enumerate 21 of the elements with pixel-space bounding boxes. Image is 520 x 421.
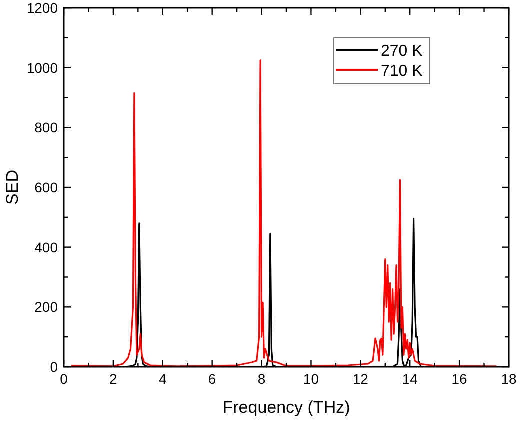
x-tick-label: 6 bbox=[208, 371, 216, 387]
y-tick-label: 800 bbox=[34, 120, 58, 136]
x-tick-label: 16 bbox=[452, 371, 468, 387]
x-tick-label: 10 bbox=[303, 371, 320, 387]
x-tick-label: 18 bbox=[501, 371, 517, 387]
x-tick-label: 2 bbox=[110, 371, 118, 387]
y-tick-label: 400 bbox=[34, 239, 58, 256]
x-tick-label: 8 bbox=[258, 371, 266, 387]
legend-label: 710 K bbox=[381, 63, 424, 80]
x-tick-label: 12 bbox=[352, 371, 369, 387]
y-tick-label: 600 bbox=[34, 180, 58, 196]
y-axis-title: SED bbox=[3, 170, 22, 205]
y-tick-label: 0 bbox=[50, 359, 58, 375]
x-axis-title: Frequency (THz) bbox=[222, 398, 350, 417]
x-tick-label: 4 bbox=[158, 371, 167, 387]
x-tick-label: 0 bbox=[60, 371, 68, 387]
x-tick-label: 14 bbox=[402, 371, 418, 387]
y-tick-label: 200 bbox=[34, 299, 58, 316]
y-tick-label: 1000 bbox=[26, 60, 58, 76]
legend-label: 270 K bbox=[381, 43, 424, 60]
y-tick-label: 1200 bbox=[26, 0, 58, 16]
